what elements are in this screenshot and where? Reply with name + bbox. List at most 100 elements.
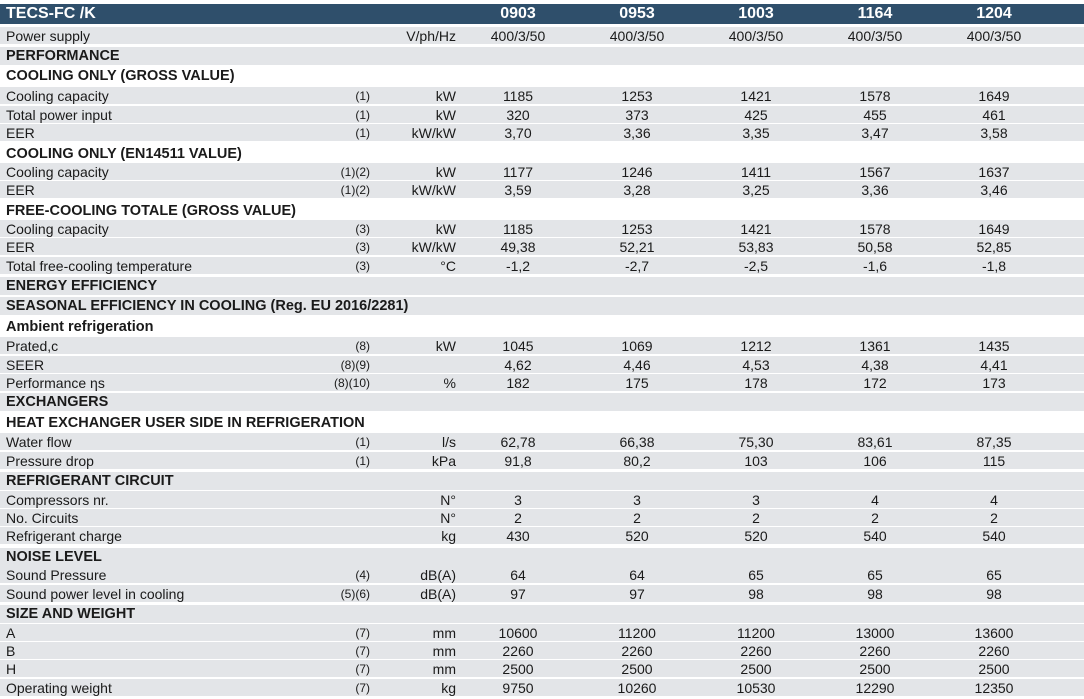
row-label: Sound power level in cooling [6,586,185,602]
row-note: (1) [355,435,370,449]
table-row: Operating weight (7) kg 9750 10260 10530 12290… [0,679,1084,697]
row-value-0953: 1069 [621,338,653,354]
subsection-heading: COOLING ONLY (EN14511 VALUE) [6,146,242,162]
row-value-1204: 1637 [978,164,1010,180]
subsection-free-cooling-totale-gross-value: FREE-COOLING TOTALE (GROSS VALUE) [0,202,1084,220]
row-value-0953: 3 [633,492,641,508]
row-label: Total free-cooling temperature [6,258,192,274]
row-note: (1)(2) [340,183,370,197]
row-value-0903: 430 [506,528,530,544]
row-value-0903: 97 [510,586,526,602]
row-label: SEER [6,357,45,373]
row-value-1164: 1578 [859,221,891,237]
row-label: No. Circuits [6,510,79,526]
row-value-1164: 106 [863,453,887,469]
row-unit: kg [441,680,456,696]
row-value-1164: 2260 [859,643,891,659]
row-label: Total power input [6,107,112,123]
row-value-1164: 2 [871,510,879,526]
row-value-1204: 12350 [974,680,1014,696]
row-value-0953: 1253 [621,221,653,237]
row-value-1003: 1411 [740,164,772,180]
row-value-0903: 1177 [502,164,534,180]
row-value-0903: 400/3/50 [490,28,546,44]
section-heading: SEASONAL EFFICIENCY IN COOLING (Reg. EU … [6,298,409,314]
row-value-0903: 1045 [502,338,534,354]
row-value-1204: 400/3/50 [966,28,1022,44]
row-value-1003: 1212 [740,338,772,354]
row-label: Prated,c [6,338,59,354]
section-seasonal-efficiency-in-cooling-reg-eu-2016-2281: SEASONAL EFFICIENCY IN COOLING (Reg. EU … [0,297,1084,315]
row-value-0953: 2500 [621,661,653,677]
table-row: Power supply V/ph/Hz 400/3/50 400/3/50 400/3… [0,27,1084,45]
section-heading: NOISE LEVEL [6,549,102,565]
row-unit: kW [435,164,456,180]
table-row: Water flow (1) l/s 62,78 66,38 75,30 83,61 87,3… [0,433,1084,451]
row-note: (5)(6) [340,587,370,601]
row-value-1164: 65 [867,567,883,583]
row-value-1164: 13000 [855,625,895,641]
row-value-1003: 11200 [737,625,775,641]
subsection-cooling-only-gross-value: COOLING ONLY (GROSS VALUE) [0,67,1084,85]
row-note: (3) [355,222,370,236]
table-row: Cooling capacity (3) kW 1185 1253 1421 1578 164… [0,220,1084,238]
section-heading: ENERGY EFFICIENCY [6,278,158,294]
row-unit: °C [440,258,456,274]
row-unit: dB(A) [420,586,456,602]
row-value-0953: 4,46 [623,357,651,373]
row-value-1003: 53,83 [738,239,774,255]
row-value-0903: 49,38 [500,239,536,255]
row-value-0953: 80,2 [623,453,651,469]
row-value-1164: 1578 [859,88,891,104]
row-value-0953: 52,21 [619,239,655,255]
row-value-1003: 1421 [740,88,772,104]
row-value-0953: 520 [625,528,649,544]
row-note: (8)(10) [333,376,370,390]
table-row: Prated,c (8) kW 1045 1069 1212 1361 1435 [0,337,1084,355]
row-value-1164: 400/3/50 [847,28,903,44]
row-value-1204: 1649 [978,221,1010,237]
row-value-1164: 83,61 [857,434,893,450]
row-value-1164: 1567 [859,164,891,180]
row-value-1204: 52,85 [976,239,1012,255]
row-value-0903: 10600 [498,625,538,641]
row-value-1003: 98 [748,586,764,602]
table-row: EER (3) kW/kW 49,38 52,21 53,83 50,58 52,85 [0,238,1084,256]
row-value-0953: 11200 [618,625,656,641]
section-noise-level: NOISE LEVEL [0,548,1084,566]
section-exchangers: EXCHANGERS [0,393,1084,411]
subsection-heat-exchanger-user-side-in-refrigeration: HEAT EXCHANGER USER SIDE IN REFRIGERATIO… [0,414,1084,432]
row-value-1164: 172 [863,375,887,391]
row-label: Cooling capacity [6,164,109,180]
row-value-1204: 2260 [978,643,1010,659]
row-value-0903: 2260 [502,643,534,659]
row-value-0953: 2 [633,510,641,526]
row-note: (4) [355,568,370,582]
row-value-0903: -1,2 [505,258,531,274]
section-performance: PERFORMANCE [0,47,1084,65]
row-value-0903: 320 [506,107,530,123]
section-heading: PERFORMANCE [6,48,120,64]
row-value-1164: 12290 [855,680,895,696]
row-note: (1) [355,108,370,122]
row-value-0953: -2,7 [624,258,650,274]
row-label: EER [6,125,35,141]
row-value-0953: 3,28 [623,182,651,198]
row-value-0953: 64 [629,567,645,583]
row-value-1003: 103 [744,453,768,469]
subsection-heading: COOLING ONLY (GROSS VALUE) [6,68,235,84]
row-value-1204: 98 [986,586,1002,602]
table-row: H (7) mm 2500 2500 2500 2500 2500 [0,660,1084,678]
table-row: B (7) mm 2260 2260 2260 2260 2260 [0,642,1084,660]
row-value-1164: 3,47 [861,125,889,141]
row-label: EER [6,182,35,198]
row-note: (7) [355,681,370,695]
table-row: Total power input (1) kW 320 373 425 455 461 [0,106,1084,124]
table-row: Performance ηs (8)(10)% 182 175 178 172 173 [0,374,1084,392]
row-label: Water flow [6,434,72,450]
row-value-1204: 3,58 [980,125,1008,141]
row-value-1204: 3,46 [980,182,1008,198]
row-unit: l/s [442,434,456,450]
row-value-1204: 1435 [978,338,1010,354]
